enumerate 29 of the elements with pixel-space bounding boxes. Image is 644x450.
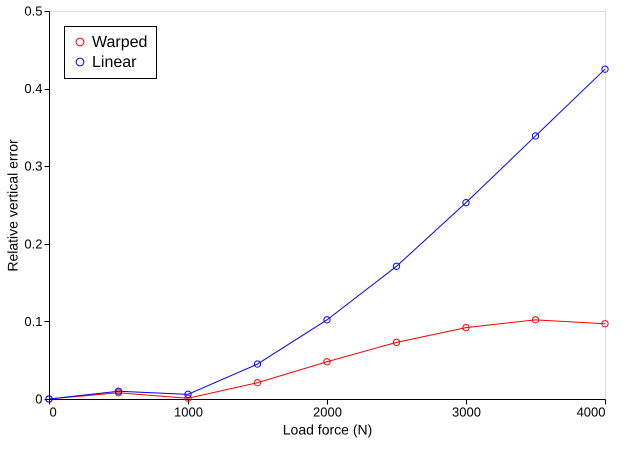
x-axis-title: Load force (N) bbox=[282, 422, 372, 438]
y-tick-label: 0.1 bbox=[24, 314, 42, 329]
x-tick-label: 3000 bbox=[452, 404, 481, 420]
point bbox=[184, 390, 192, 398]
point bbox=[392, 262, 400, 270]
x-tick-label: 2000 bbox=[313, 404, 342, 420]
point bbox=[392, 338, 400, 346]
x-tick-label: 1000 bbox=[174, 404, 203, 420]
point bbox=[323, 316, 331, 324]
point bbox=[532, 316, 540, 324]
point bbox=[184, 394, 192, 402]
y-tick-label: 0 bbox=[35, 392, 42, 406]
point bbox=[462, 199, 470, 206]
point bbox=[323, 358, 331, 366]
y-tick-label: 0.3 bbox=[24, 158, 42, 174]
y-tick-label: 0.4 bbox=[24, 81, 42, 96]
y-tick-label: 0.5 bbox=[24, 4, 42, 18]
point bbox=[462, 324, 470, 332]
point bbox=[532, 132, 540, 140]
x-tick-label: 4000 bbox=[576, 404, 606, 420]
point bbox=[254, 379, 262, 386]
y-axis-title: Relative vertical error bbox=[4, 139, 20, 272]
y-tick-label: 0.2 bbox=[24, 236, 42, 252]
legend-label: Linear bbox=[92, 54, 138, 71]
x-tick-label: 0 bbox=[50, 404, 57, 420]
point bbox=[601, 66, 609, 73]
point bbox=[254, 360, 262, 368]
legend-label: Warped bbox=[92, 34, 148, 51]
point bbox=[601, 320, 609, 328]
